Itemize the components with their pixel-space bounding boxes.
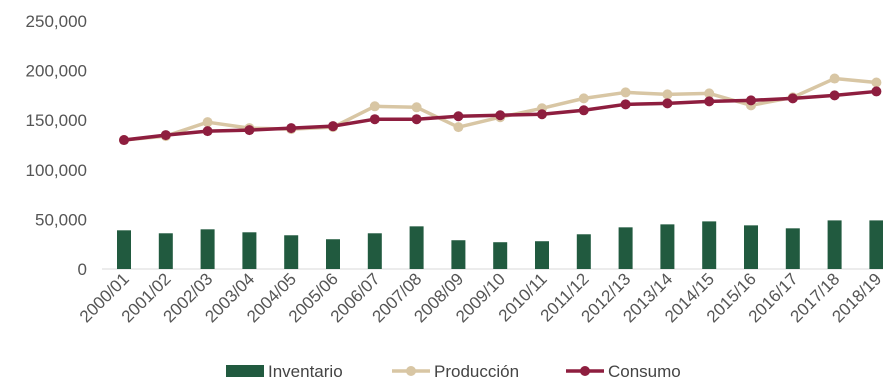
point-produccion [829,73,840,84]
point-produccion [202,117,213,128]
bar-inventario [744,225,758,269]
point-consumo [829,90,840,101]
bar-inventario [451,240,466,269]
bar-inventario [158,233,173,269]
y-axis: 250,000 200,000 150,000 100,000 50,000 0 [26,12,87,279]
point-consumo [411,114,422,125]
point-consumo [662,98,673,109]
bar-inventario [493,242,508,269]
bar-inventario [326,239,340,269]
point-consumo [871,86,882,97]
bar-inventario [660,224,675,269]
legend-label-inventario: Inventario [268,362,343,381]
bar-inventario [827,220,842,269]
point-consumo [704,96,715,107]
bar-inventario [409,226,424,269]
point-consumo [369,114,380,125]
point-produccion [704,88,715,99]
y-tick-label: 100,000 [26,161,87,180]
legend: Inventario Producción Consumo [226,362,681,381]
point-produccion [411,102,422,113]
y-tick-label: 250,000 [26,12,87,31]
bar-inventario [535,241,549,269]
bar-inventario [785,228,800,269]
bar-inventario [284,235,299,269]
bar-inventario [869,220,883,269]
y-tick-label: 50,000 [35,210,87,229]
bar-inventario [367,233,382,269]
point-consumo [328,121,338,132]
point-produccion [369,101,380,112]
point-consumo [495,110,506,121]
series-lines [119,73,882,146]
legend-label-produccion: Producción [434,362,519,381]
y-tick-label: 0 [78,260,87,279]
inventario-bars [117,220,883,269]
y-tick-label: 150,000 [26,111,87,130]
x-axis: 2000/012001/022002/032003/042004/052005/… [76,269,883,326]
point-produccion [620,87,631,98]
point-produccion [453,122,464,133]
point-consumo [286,123,297,134]
point-consumo [537,109,547,120]
point-consumo [244,125,255,136]
bar-inventario [576,234,591,269]
point-consumo [119,135,129,146]
point-consumo [787,93,798,104]
bar-inventario [702,221,717,269]
point-produccion [871,77,882,88]
bar-inventario [242,232,257,269]
point-consumo [453,111,464,122]
point-consumo [746,95,756,106]
legend-marker-consumo [580,366,590,376]
point-produccion [578,93,589,104]
bar-inventario [117,230,131,269]
bar-inventario [200,229,215,269]
legend-marker-produccion [406,366,416,376]
legend-swatch-inventario [226,365,264,377]
legend-label-consumo: Consumo [608,362,681,381]
point-produccion [662,89,673,100]
point-consumo [160,130,171,141]
point-consumo [578,105,589,116]
bar-inventario [618,227,633,269]
point-consumo [202,126,213,137]
y-tick-label: 200,000 [26,62,87,81]
point-consumo [620,99,631,110]
